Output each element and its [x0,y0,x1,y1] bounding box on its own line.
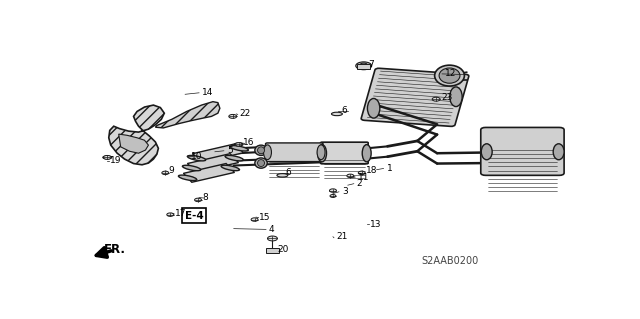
Text: 21: 21 [336,232,348,241]
FancyBboxPatch shape [357,63,370,70]
Ellipse shape [257,147,264,154]
Polygon shape [109,105,164,165]
Text: 23: 23 [441,93,452,102]
Text: 11: 11 [358,173,370,182]
Circle shape [330,195,336,197]
Circle shape [103,155,111,160]
Text: 10: 10 [191,152,203,161]
Text: 14: 14 [202,88,213,97]
Text: 6: 6 [285,168,291,177]
Text: 20: 20 [277,245,289,254]
Circle shape [360,63,367,67]
Text: S2AAB0200: S2AAB0200 [421,256,479,266]
FancyBboxPatch shape [266,143,323,162]
Text: 2: 2 [356,179,362,188]
Text: 19: 19 [110,156,122,165]
Ellipse shape [332,112,342,116]
Text: 22: 22 [239,109,250,118]
FancyBboxPatch shape [266,248,279,254]
Circle shape [236,143,242,146]
Text: FR.: FR. [104,242,126,256]
Text: 6: 6 [341,106,347,115]
Ellipse shape [277,174,288,177]
Ellipse shape [234,143,243,146]
Circle shape [195,198,202,202]
Circle shape [432,97,440,101]
FancyBboxPatch shape [481,128,564,175]
Ellipse shape [182,165,201,171]
Text: 5: 5 [227,146,232,155]
Ellipse shape [188,155,205,161]
Text: 8: 8 [202,193,208,202]
Polygon shape [184,164,234,182]
Text: 1: 1 [387,164,392,173]
Ellipse shape [317,145,325,160]
Circle shape [358,171,365,174]
Circle shape [229,115,237,118]
Circle shape [167,213,173,216]
Text: 17: 17 [175,209,186,218]
Circle shape [269,237,276,240]
Text: 9: 9 [168,167,174,175]
Ellipse shape [439,68,460,83]
Text: 7: 7 [368,60,374,69]
Text: E-4: E-4 [185,211,204,221]
Ellipse shape [317,145,326,162]
FancyBboxPatch shape [361,68,469,126]
Ellipse shape [367,99,380,118]
Ellipse shape [450,87,462,107]
Ellipse shape [264,145,271,160]
Text: 18: 18 [365,167,377,175]
Ellipse shape [221,165,239,171]
Text: 12: 12 [445,70,456,78]
Polygon shape [156,102,220,128]
Ellipse shape [255,158,268,168]
Ellipse shape [179,175,196,181]
Text: 4: 4 [269,225,275,234]
Circle shape [251,218,258,221]
Text: 13: 13 [370,220,381,229]
FancyBboxPatch shape [321,142,368,164]
Circle shape [347,174,354,178]
Ellipse shape [225,155,243,161]
Text: 16: 16 [243,138,254,147]
Circle shape [268,236,277,241]
Polygon shape [188,154,239,173]
Ellipse shape [255,145,268,155]
Polygon shape [118,134,148,153]
Text: 3: 3 [342,187,348,196]
Ellipse shape [553,144,564,160]
Ellipse shape [230,145,248,151]
Ellipse shape [103,156,112,159]
Text: 15: 15 [259,212,271,222]
Polygon shape [193,144,243,163]
Ellipse shape [435,65,465,86]
Ellipse shape [257,160,264,167]
Ellipse shape [362,145,371,162]
Ellipse shape [481,144,492,160]
Circle shape [356,62,372,70]
Circle shape [162,171,169,174]
Circle shape [330,189,337,192]
